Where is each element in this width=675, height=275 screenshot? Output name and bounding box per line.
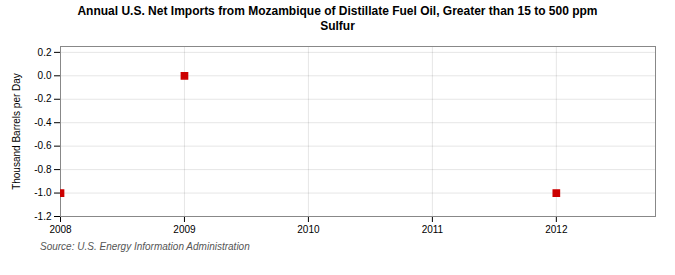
svg-text:-0.2: -0.2	[34, 93, 52, 104]
svg-text:2008: 2008	[49, 224, 72, 235]
svg-text:2012: 2012	[545, 224, 568, 235]
svg-text:-0.8: -0.8	[34, 164, 52, 175]
svg-text:-0.6: -0.6	[34, 140, 52, 151]
svg-text:2011: 2011	[422, 224, 444, 235]
html-text:Annual U.S. Net Imports from M: Annual U.S. Net Imports from Mozambique …	[77, 4, 598, 33]
svg-text:-1.0: -1.0	[34, 187, 52, 198]
svg-text:Thousand Barrels per Day: Thousand Barrels per Day	[11, 73, 22, 190]
svg-text:2009: 2009	[173, 224, 196, 235]
svg-text:0.2: 0.2	[38, 47, 52, 58]
svg-text:0.0: 0.0	[38, 70, 52, 81]
svg-text:-1.2: -1.2	[34, 211, 52, 222]
html-text:Source: U.S. Energy Informatio: Source: U.S. Energy Information Administ…	[40, 241, 250, 252]
svg-text:2010: 2010	[297, 224, 320, 235]
svg-text:-0.4: -0.4	[34, 117, 52, 128]
